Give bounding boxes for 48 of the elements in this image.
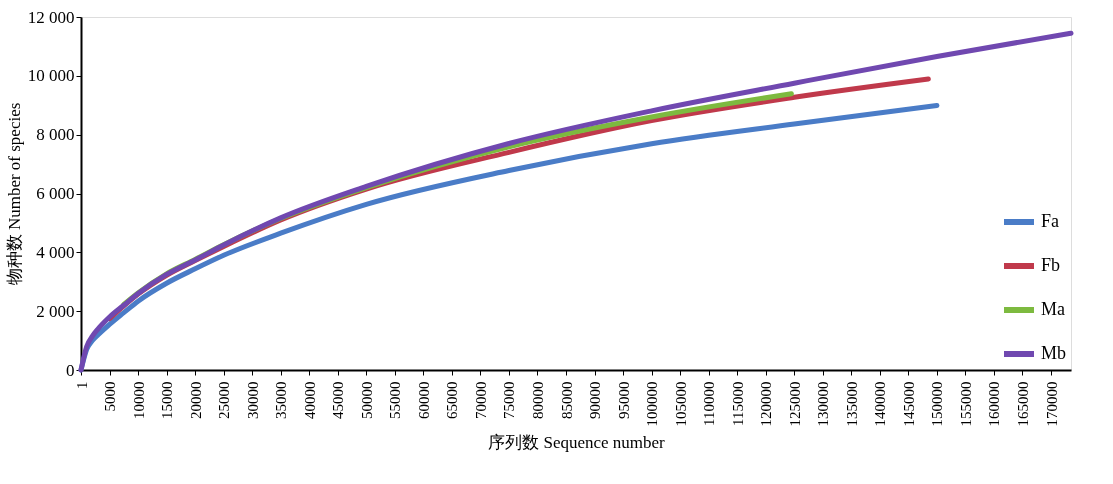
x-tick-label: 60000 [415,381,432,419]
x-tick-label: 45000 [330,381,347,419]
y-tick-label: 8 000 [36,125,75,145]
x-tick-label: 30000 [244,381,261,419]
x-tick-label: 155000 [957,381,974,427]
x-tick-label: 100000 [644,381,661,427]
x-tick-label: 70000 [472,381,489,419]
y-axis-title: 物种数 Number of species [4,102,24,286]
y-tick-label: 6 000 [36,184,75,203]
x-tick-label: 40000 [301,381,318,419]
x-tick-label: 170000 [1043,381,1060,427]
x-tick-label: 160000 [986,381,1003,427]
x-tick-label: 90000 [587,381,604,419]
x-tick-label: 145000 [900,381,917,427]
x-tick-label: 110000 [701,381,718,426]
x-tick-label: 1 [73,381,90,389]
legend-label: Ma [1041,299,1065,319]
x-tick-label: 20000 [187,381,204,419]
x-tick-label: 150000 [929,381,946,427]
x-tick-label: 35000 [273,381,290,419]
x-tick-label: 105000 [672,381,689,427]
x-tick-label: 80000 [529,381,546,419]
legend-label: Fb [1041,255,1061,275]
x-tick-label: 125000 [786,381,803,427]
x-tick-label: 95000 [615,381,632,419]
x-tick-label: 140000 [872,381,889,427]
x-tick-label: 50000 [358,381,375,419]
x-tick-label: 115000 [729,381,746,426]
x-tick-label: 135000 [843,381,860,427]
x-tick-label: 65000 [444,381,461,419]
x-tick-label: 85000 [558,381,575,419]
y-tick-label: 10 000 [27,66,75,86]
x-axis-title: 序列数 Sequence number [488,432,666,452]
y-tick-label: 4 000 [36,242,75,262]
y-tick-label: 0 [66,360,75,380]
x-tick-label: 130000 [815,381,832,427]
x-tick-label: 165000 [1015,381,1031,427]
x-tick-label: 15000 [159,381,176,419]
x-tick-label: 55000 [387,381,404,419]
legend-label: Fa [1041,211,1060,231]
y-tick-label: 12 000 [27,7,75,27]
x-tick-label: 25000 [216,381,233,419]
legend-label: Mb [1041,343,1067,363]
x-tick-label: 10000 [130,381,147,419]
x-tick-label: 75000 [501,381,518,419]
x-tick-label: 120000 [758,381,775,427]
y-tick-label: 2 000 [36,301,75,321]
x-tick-label: 5000 [102,381,119,412]
